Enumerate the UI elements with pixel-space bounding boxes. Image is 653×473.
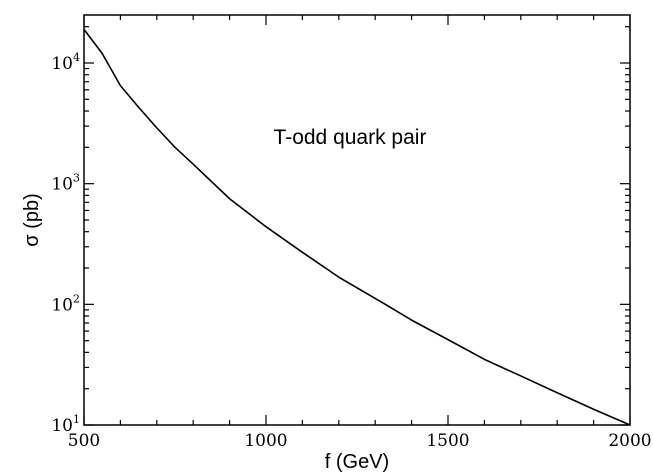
x-tick-label: 1500 xyxy=(426,431,469,451)
y-axis-title: σ (pb) xyxy=(21,193,43,246)
chart-annotation: T-odd quark pair xyxy=(274,126,427,149)
series-group xyxy=(83,28,631,426)
x-ticks: 500 1000 1500 2000 xyxy=(68,15,652,451)
x-tick-label: 2000 xyxy=(608,431,651,451)
x-tick-label: 500 xyxy=(68,431,100,451)
y-tick-label: 101 xyxy=(51,413,80,436)
y-tick-label: 102 xyxy=(51,292,80,315)
series-line xyxy=(83,28,631,426)
y-tick-label: 103 xyxy=(51,172,80,195)
x-axis-title: f (GeV) xyxy=(325,451,389,473)
y-tick-label: 104 xyxy=(51,51,80,74)
plot-frame xyxy=(83,14,631,426)
y-ticks: 101 102 103 104 xyxy=(51,26,630,436)
x-tick-label: 1000 xyxy=(244,431,287,451)
